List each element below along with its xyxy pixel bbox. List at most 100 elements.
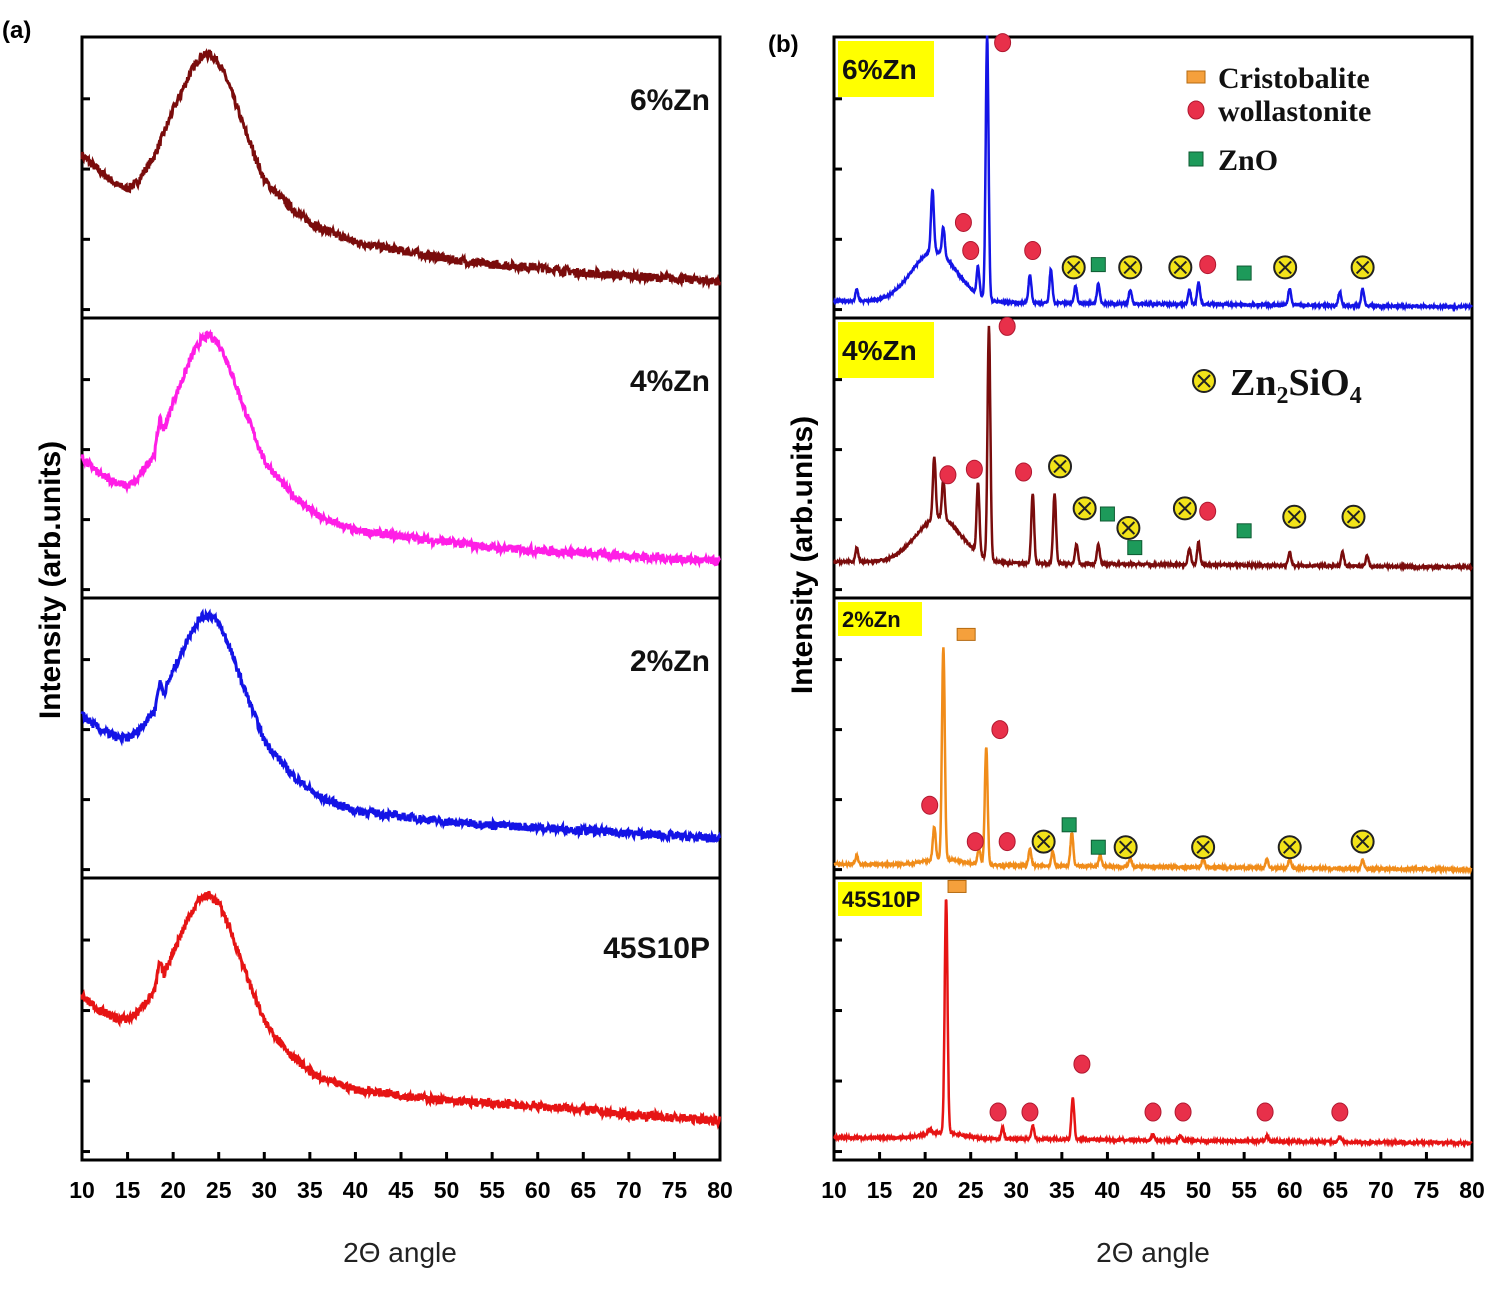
panel-b-label: (b) [768, 31, 799, 58]
chart-b-wollastonite-marker [962, 241, 980, 261]
chart-b-panel-label: 6%Zn [842, 54, 917, 85]
chart-b-wollastonite-marker [1015, 462, 1033, 482]
chart-a-xtick-label: 15 [115, 1177, 141, 1203]
chart-b-wollastonite-marker [939, 465, 957, 485]
chart-a-xtick-label: 80 [707, 1177, 733, 1203]
chart-b-legend-label: Cristobalite [1218, 62, 1370, 95]
chart-a-xtick-label: 60 [525, 1177, 551, 1203]
chart-b-cristobalite-marker [947, 879, 967, 893]
chart-b-zn2sio4-marker [1350, 255, 1375, 280]
chart-b-wollastonite-marker [1144, 1102, 1162, 1122]
chart-a-xtick-label: 40 [343, 1177, 369, 1203]
chart-b-zn2sio4-marker [1191, 835, 1216, 860]
chart-a-panel-label: 4%Zn [630, 365, 710, 398]
chart-b-wollastonite-marker [991, 720, 1009, 740]
chart-b-zn2sio4-marker [1031, 829, 1056, 854]
chart-a-xtick-label: 65 [570, 1177, 596, 1203]
chart-b-zn2sio4-marker [1113, 835, 1138, 860]
chart-b-wollastonite-marker [998, 832, 1016, 852]
panel-a-label: (a) [2, 17, 31, 44]
chart-b-panel-label-bg [838, 41, 934, 97]
chart-b-legend-label: wollastonite [1218, 95, 1371, 128]
chart-b-panel-label: 2%Zn [842, 607, 901, 632]
chart-b-series-line [833, 899, 1473, 1149]
chart-b-legend-zn2sio4-icon [1192, 369, 1216, 393]
chart-b-zn2sio4-marker [1172, 496, 1197, 521]
chart-b-zn2sio4-marker [1061, 255, 1086, 280]
chart-b-zno-marker [1236, 523, 1252, 539]
chart-b-panel-frame [832, 596, 1474, 880]
chart-b-panel-label: 45S10P [842, 887, 920, 912]
chart-b-zn2sio4-marker [1072, 496, 1097, 521]
chart-b-zn2sio4-marker [1350, 829, 1375, 854]
chart-b-wollastonite-marker [1199, 255, 1217, 275]
chart-b-xtick-label: 25 [958, 1177, 984, 1203]
chart-a: 10 15 20 25 30 35 40 45 50 55 60 65 70 75 80 6%Zn 4%Zn 2%… [69, 35, 733, 1203]
chart-b-wollastonite-marker [921, 795, 939, 815]
chart-b-wollastonite-marker [966, 832, 984, 852]
chart-a-ylabel: Intensity (arb.units) [34, 441, 67, 719]
chart-b-wollastonite-marker [1256, 1102, 1274, 1122]
chart-b-xtick-label: 45 [1140, 1177, 1166, 1203]
chart-b-xtick-label: 30 [1003, 1177, 1029, 1203]
chart-b-wollastonite-marker [1331, 1102, 1349, 1122]
chart-b-panel-label-bg [838, 882, 922, 916]
chart-b-xlabel: 2Θ angle [1096, 1237, 1210, 1268]
chart-b-zno-marker [1090, 257, 1106, 273]
chart-b-wollastonite-marker [1024, 241, 1042, 261]
chart-b-wollastonite-marker [1199, 501, 1217, 521]
chart-b-zno-marker [1127, 540, 1143, 556]
chart-b-wollastonite-marker [1073, 1054, 1091, 1074]
chart-b-series-line [833, 325, 1473, 573]
chart-b-xtick-label: 80 [1459, 1177, 1485, 1203]
chart-a-xtick-label: 30 [251, 1177, 277, 1203]
chart-b-zn2sio4-marker [1168, 255, 1193, 280]
chart-b-legend-label: ZnO [1218, 144, 1278, 177]
chart-b-xtick-label: 60 [1277, 1177, 1303, 1203]
chart-b-xtick-label: 40 [1095, 1177, 1121, 1203]
chart-a-xtick-label: 35 [297, 1177, 323, 1203]
chart-b-cristobalite-marker [956, 627, 976, 641]
chart-a-panel-label: 6%Zn [630, 84, 710, 117]
chart-b-xtick-label: 50 [1186, 1177, 1212, 1203]
chart-b-legend-zno-icon [1188, 151, 1204, 167]
chart-a-panel-label: 45S10P [603, 932, 710, 965]
chart-b-wollastonite-marker [994, 33, 1012, 53]
chart-a-panel-frame [80, 876, 722, 1162]
chart-b-zno-marker [1236, 265, 1252, 281]
chart-a-series-line [80, 608, 722, 844]
chart-b-zn2sio4-marker [1273, 255, 1298, 280]
chart-b-legend-cristobalite-icon [1186, 70, 1206, 84]
chart-a-xlabel: 2Θ angle [343, 1237, 457, 1268]
chart-b-zno-marker [1099, 506, 1115, 522]
chart-b-series-line [832, 35, 1473, 313]
chart-b-xtick-label: 15 [867, 1177, 893, 1203]
chart-b-xtick-label: 35 [1049, 1177, 1075, 1203]
chart-b-xtick-label: 55 [1231, 1177, 1257, 1203]
chart-a-xtick-label: 70 [616, 1177, 642, 1203]
chart-b-zno-marker [1090, 839, 1106, 855]
chart-a-xtick-label: 50 [434, 1177, 460, 1203]
chart-a-xtick-label: 25 [206, 1177, 232, 1203]
chart-b-xtick-label: 70 [1368, 1177, 1394, 1203]
chart-b-xtick-label: 20 [912, 1177, 938, 1203]
chart-b: 10 15 20 25 30 35 40 45 50 55 60 65 70 75 80 6%Zn 4%Zn 2%… [821, 33, 1485, 1203]
chart-a-xtick-label: 20 [160, 1177, 186, 1203]
chart-a-panel-label: 2%Zn [630, 645, 710, 678]
chart-b-ylabel: Intensity (arb.units) [786, 416, 819, 694]
chart-b-wollastonite-marker [1174, 1102, 1192, 1122]
chart-b-panel-label: 4%Zn [842, 335, 917, 366]
chart-b-wollastonite-marker [998, 316, 1016, 336]
chart-b-zn2sio4-marker [1282, 504, 1307, 529]
chart-b-wollastonite-marker [989, 1102, 1007, 1122]
chart-a-series-line [80, 328, 721, 569]
chart-a-series-line [80, 48, 722, 290]
chart-b-panel-label-bg [838, 322, 934, 378]
chart-b-zn2sio4-marker [1118, 255, 1143, 280]
chart-b-zno-marker [1061, 817, 1077, 833]
chart-b-xtick-label: 75 [1414, 1177, 1440, 1203]
chart-b-zn2sio4-marker [1116, 516, 1141, 540]
chart-b-zn2sio4-marker [1277, 835, 1302, 860]
chart-b-wollastonite-marker [954, 212, 972, 232]
